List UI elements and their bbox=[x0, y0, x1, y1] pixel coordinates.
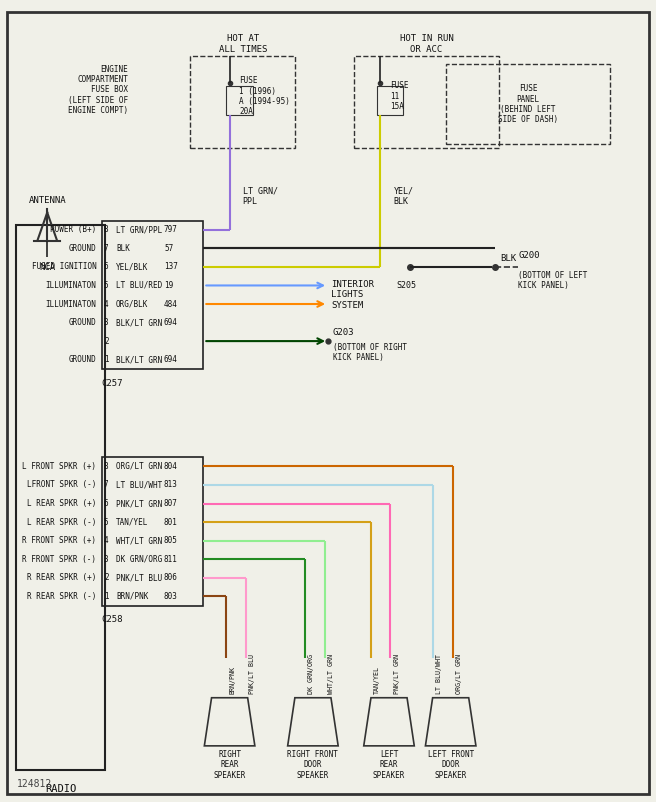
Text: HOT IN RUN
OR ACC: HOT IN RUN OR ACC bbox=[400, 34, 453, 54]
Text: DK GRN/ORG: DK GRN/ORG bbox=[116, 555, 163, 564]
Text: BRN/PNK: BRN/PNK bbox=[230, 666, 236, 694]
Text: 5: 5 bbox=[104, 281, 109, 290]
Text: RIGHT FRONT
DOOR
SPEAKER: RIGHT FRONT DOOR SPEAKER bbox=[287, 750, 338, 780]
Text: C258: C258 bbox=[102, 615, 123, 624]
Bar bbox=[102, 457, 203, 606]
Text: PNK/LT BLU: PNK/LT BLU bbox=[249, 654, 255, 694]
Text: (BOTTOM OF RIGHT
KICK PANEL): (BOTTOM OF RIGHT KICK PANEL) bbox=[333, 342, 407, 363]
Text: POWER (B+): POWER (B+) bbox=[50, 225, 96, 234]
Text: LT GRN/PPL: LT GRN/PPL bbox=[116, 225, 163, 234]
Bar bbox=[190, 56, 295, 148]
Text: ENGINE
COMPARTMENT
FUSE BOX
(LEFT SIDE OF
ENGINE COMPT): ENGINE COMPARTMENT FUSE BOX (LEFT SIDE O… bbox=[68, 64, 128, 115]
Text: 484: 484 bbox=[164, 299, 178, 309]
Text: NCA: NCA bbox=[39, 263, 55, 272]
Text: 137: 137 bbox=[164, 262, 178, 271]
Text: PNK/LT GRN: PNK/LT GRN bbox=[394, 654, 400, 694]
Text: RADIO: RADIO bbox=[45, 784, 76, 794]
Text: BRN/PNK: BRN/PNK bbox=[116, 592, 148, 601]
Text: L REAR SPKR (-): L REAR SPKR (-) bbox=[27, 517, 96, 527]
Text: DK GRN/ORG: DK GRN/ORG bbox=[308, 654, 314, 694]
Text: R REAR SPKR (+): R REAR SPKR (+) bbox=[27, 573, 96, 582]
Text: HOT AT
ALL TIMES: HOT AT ALL TIMES bbox=[218, 34, 267, 54]
Text: (BOTTOM OF LEFT
KICK PANEL): (BOTTOM OF LEFT KICK PANEL) bbox=[518, 271, 588, 290]
Text: 3: 3 bbox=[104, 318, 109, 327]
Text: 807: 807 bbox=[164, 499, 178, 508]
Text: LT BLU/RED: LT BLU/RED bbox=[116, 281, 163, 290]
Text: 803: 803 bbox=[164, 592, 178, 601]
Text: FUSE
PANEL
(BEHIND LEFT
SIDE OF DASH): FUSE PANEL (BEHIND LEFT SIDE OF DASH) bbox=[498, 84, 558, 124]
Text: R FRONT SPKR (+): R FRONT SPKR (+) bbox=[22, 536, 96, 545]
Text: WHT/LT GRN: WHT/LT GRN bbox=[116, 536, 163, 545]
Text: 6: 6 bbox=[104, 499, 109, 508]
Text: PNK/LT GRN: PNK/LT GRN bbox=[116, 499, 163, 508]
Text: S205: S205 bbox=[397, 282, 417, 290]
Text: R FRONT SPKR (-): R FRONT SPKR (-) bbox=[22, 555, 96, 564]
Text: 2: 2 bbox=[104, 337, 109, 346]
Text: C257: C257 bbox=[102, 379, 123, 387]
Text: LFRONT SPKR (-): LFRONT SPKR (-) bbox=[27, 480, 96, 489]
Text: FUSE
1 (1996)
A (1994-95)
20A: FUSE 1 (1996) A (1994-95) 20A bbox=[239, 76, 291, 116]
Text: LT BLU/WHT: LT BLU/WHT bbox=[116, 480, 163, 489]
Text: PNK/LT BLU: PNK/LT BLU bbox=[116, 573, 163, 582]
Text: INTERIOR
LIGHTS
SYSTEM: INTERIOR LIGHTS SYSTEM bbox=[331, 280, 375, 310]
Text: 7: 7 bbox=[104, 244, 109, 253]
Text: GROUND: GROUND bbox=[69, 244, 96, 253]
Bar bbox=[16, 225, 105, 770]
Text: 3: 3 bbox=[104, 555, 109, 564]
Text: 813: 813 bbox=[164, 480, 178, 489]
Text: 806: 806 bbox=[164, 573, 178, 582]
Text: ORG/LT GRN: ORG/LT GRN bbox=[116, 462, 163, 471]
Text: ORG/LT GRN: ORG/LT GRN bbox=[456, 654, 462, 694]
Bar bbox=[377, 86, 403, 115]
Text: BLK: BLK bbox=[116, 244, 130, 253]
Text: 124812: 124812 bbox=[16, 780, 52, 789]
Text: 694: 694 bbox=[164, 355, 178, 364]
Text: 6: 6 bbox=[104, 262, 109, 271]
Bar bbox=[102, 221, 203, 369]
Text: 1: 1 bbox=[104, 592, 109, 601]
Text: FUSE
11
15A: FUSE 11 15A bbox=[390, 81, 409, 111]
Text: 57: 57 bbox=[164, 244, 173, 253]
Text: ILLUMINATON: ILLUMINATON bbox=[45, 299, 96, 309]
Bar bbox=[354, 56, 499, 148]
Text: TAN/YEL: TAN/YEL bbox=[116, 517, 148, 527]
Text: TAN/YEL: TAN/YEL bbox=[374, 666, 380, 694]
Text: 1: 1 bbox=[104, 355, 109, 364]
Text: G203: G203 bbox=[333, 328, 354, 337]
Text: ANTENNA: ANTENNA bbox=[28, 196, 66, 205]
Text: 4: 4 bbox=[104, 299, 109, 309]
Text: 805: 805 bbox=[164, 536, 178, 545]
Text: 8: 8 bbox=[104, 462, 109, 471]
Text: YEL/
BLK: YEL/ BLK bbox=[394, 187, 413, 206]
Text: 19: 19 bbox=[164, 281, 173, 290]
Text: GROUND: GROUND bbox=[69, 318, 96, 327]
Text: 5: 5 bbox=[104, 517, 109, 527]
Text: R REAR SPKR (-): R REAR SPKR (-) bbox=[27, 592, 96, 601]
Text: 2: 2 bbox=[104, 573, 109, 582]
Text: WHT/LT GRN: WHT/LT GRN bbox=[328, 654, 334, 694]
Text: 8: 8 bbox=[104, 225, 109, 234]
Bar bbox=[446, 64, 610, 144]
Text: 811: 811 bbox=[164, 555, 178, 564]
Text: L REAR SPKR (+): L REAR SPKR (+) bbox=[27, 499, 96, 508]
Bar bbox=[226, 86, 253, 115]
Text: BLK/LT GRN: BLK/LT GRN bbox=[116, 355, 163, 364]
Text: 804: 804 bbox=[164, 462, 178, 471]
Text: FUSED IGNITION: FUSED IGNITION bbox=[31, 262, 96, 271]
Text: BLK/LT GRN: BLK/LT GRN bbox=[116, 318, 163, 327]
Text: 7: 7 bbox=[104, 480, 109, 489]
Text: G200: G200 bbox=[518, 252, 540, 261]
Text: RIGHT
REAR
SPEAKER: RIGHT REAR SPEAKER bbox=[213, 750, 246, 780]
Text: YEL/BLK: YEL/BLK bbox=[116, 262, 148, 271]
Text: 801: 801 bbox=[164, 517, 178, 527]
Text: LEFT
REAR
SPEAKER: LEFT REAR SPEAKER bbox=[373, 750, 405, 780]
Text: 4: 4 bbox=[104, 536, 109, 545]
Text: L FRONT SPKR (+): L FRONT SPKR (+) bbox=[22, 462, 96, 471]
Text: ILLUMINATON: ILLUMINATON bbox=[45, 281, 96, 290]
Text: LT GRN/
PPL: LT GRN/ PPL bbox=[243, 187, 277, 206]
Text: 797: 797 bbox=[164, 225, 178, 234]
Text: 694: 694 bbox=[164, 318, 178, 327]
Text: BLK: BLK bbox=[500, 254, 516, 263]
Text: GROUND: GROUND bbox=[69, 355, 96, 364]
Text: ORG/BLK: ORG/BLK bbox=[116, 299, 148, 309]
